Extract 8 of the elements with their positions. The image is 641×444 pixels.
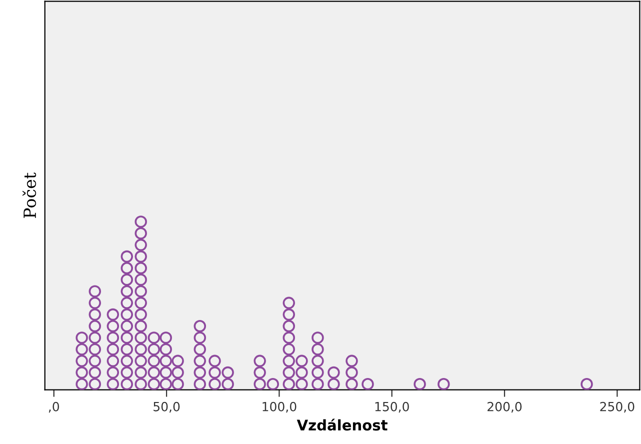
x-tick-label: 100,0 — [262, 402, 296, 413]
x-tick-label: ,0 — [48, 402, 60, 413]
y-axis-title: Počet — [22, 172, 36, 218]
x-tick-label: 250,0 — [600, 402, 634, 413]
x-tick-label: 200,0 — [488, 402, 522, 413]
x-tick-label: 50,0 — [154, 402, 180, 413]
x-axis-title: Vzdálenost — [296, 418, 388, 431]
x-tick-label: 150,0 — [375, 402, 409, 413]
